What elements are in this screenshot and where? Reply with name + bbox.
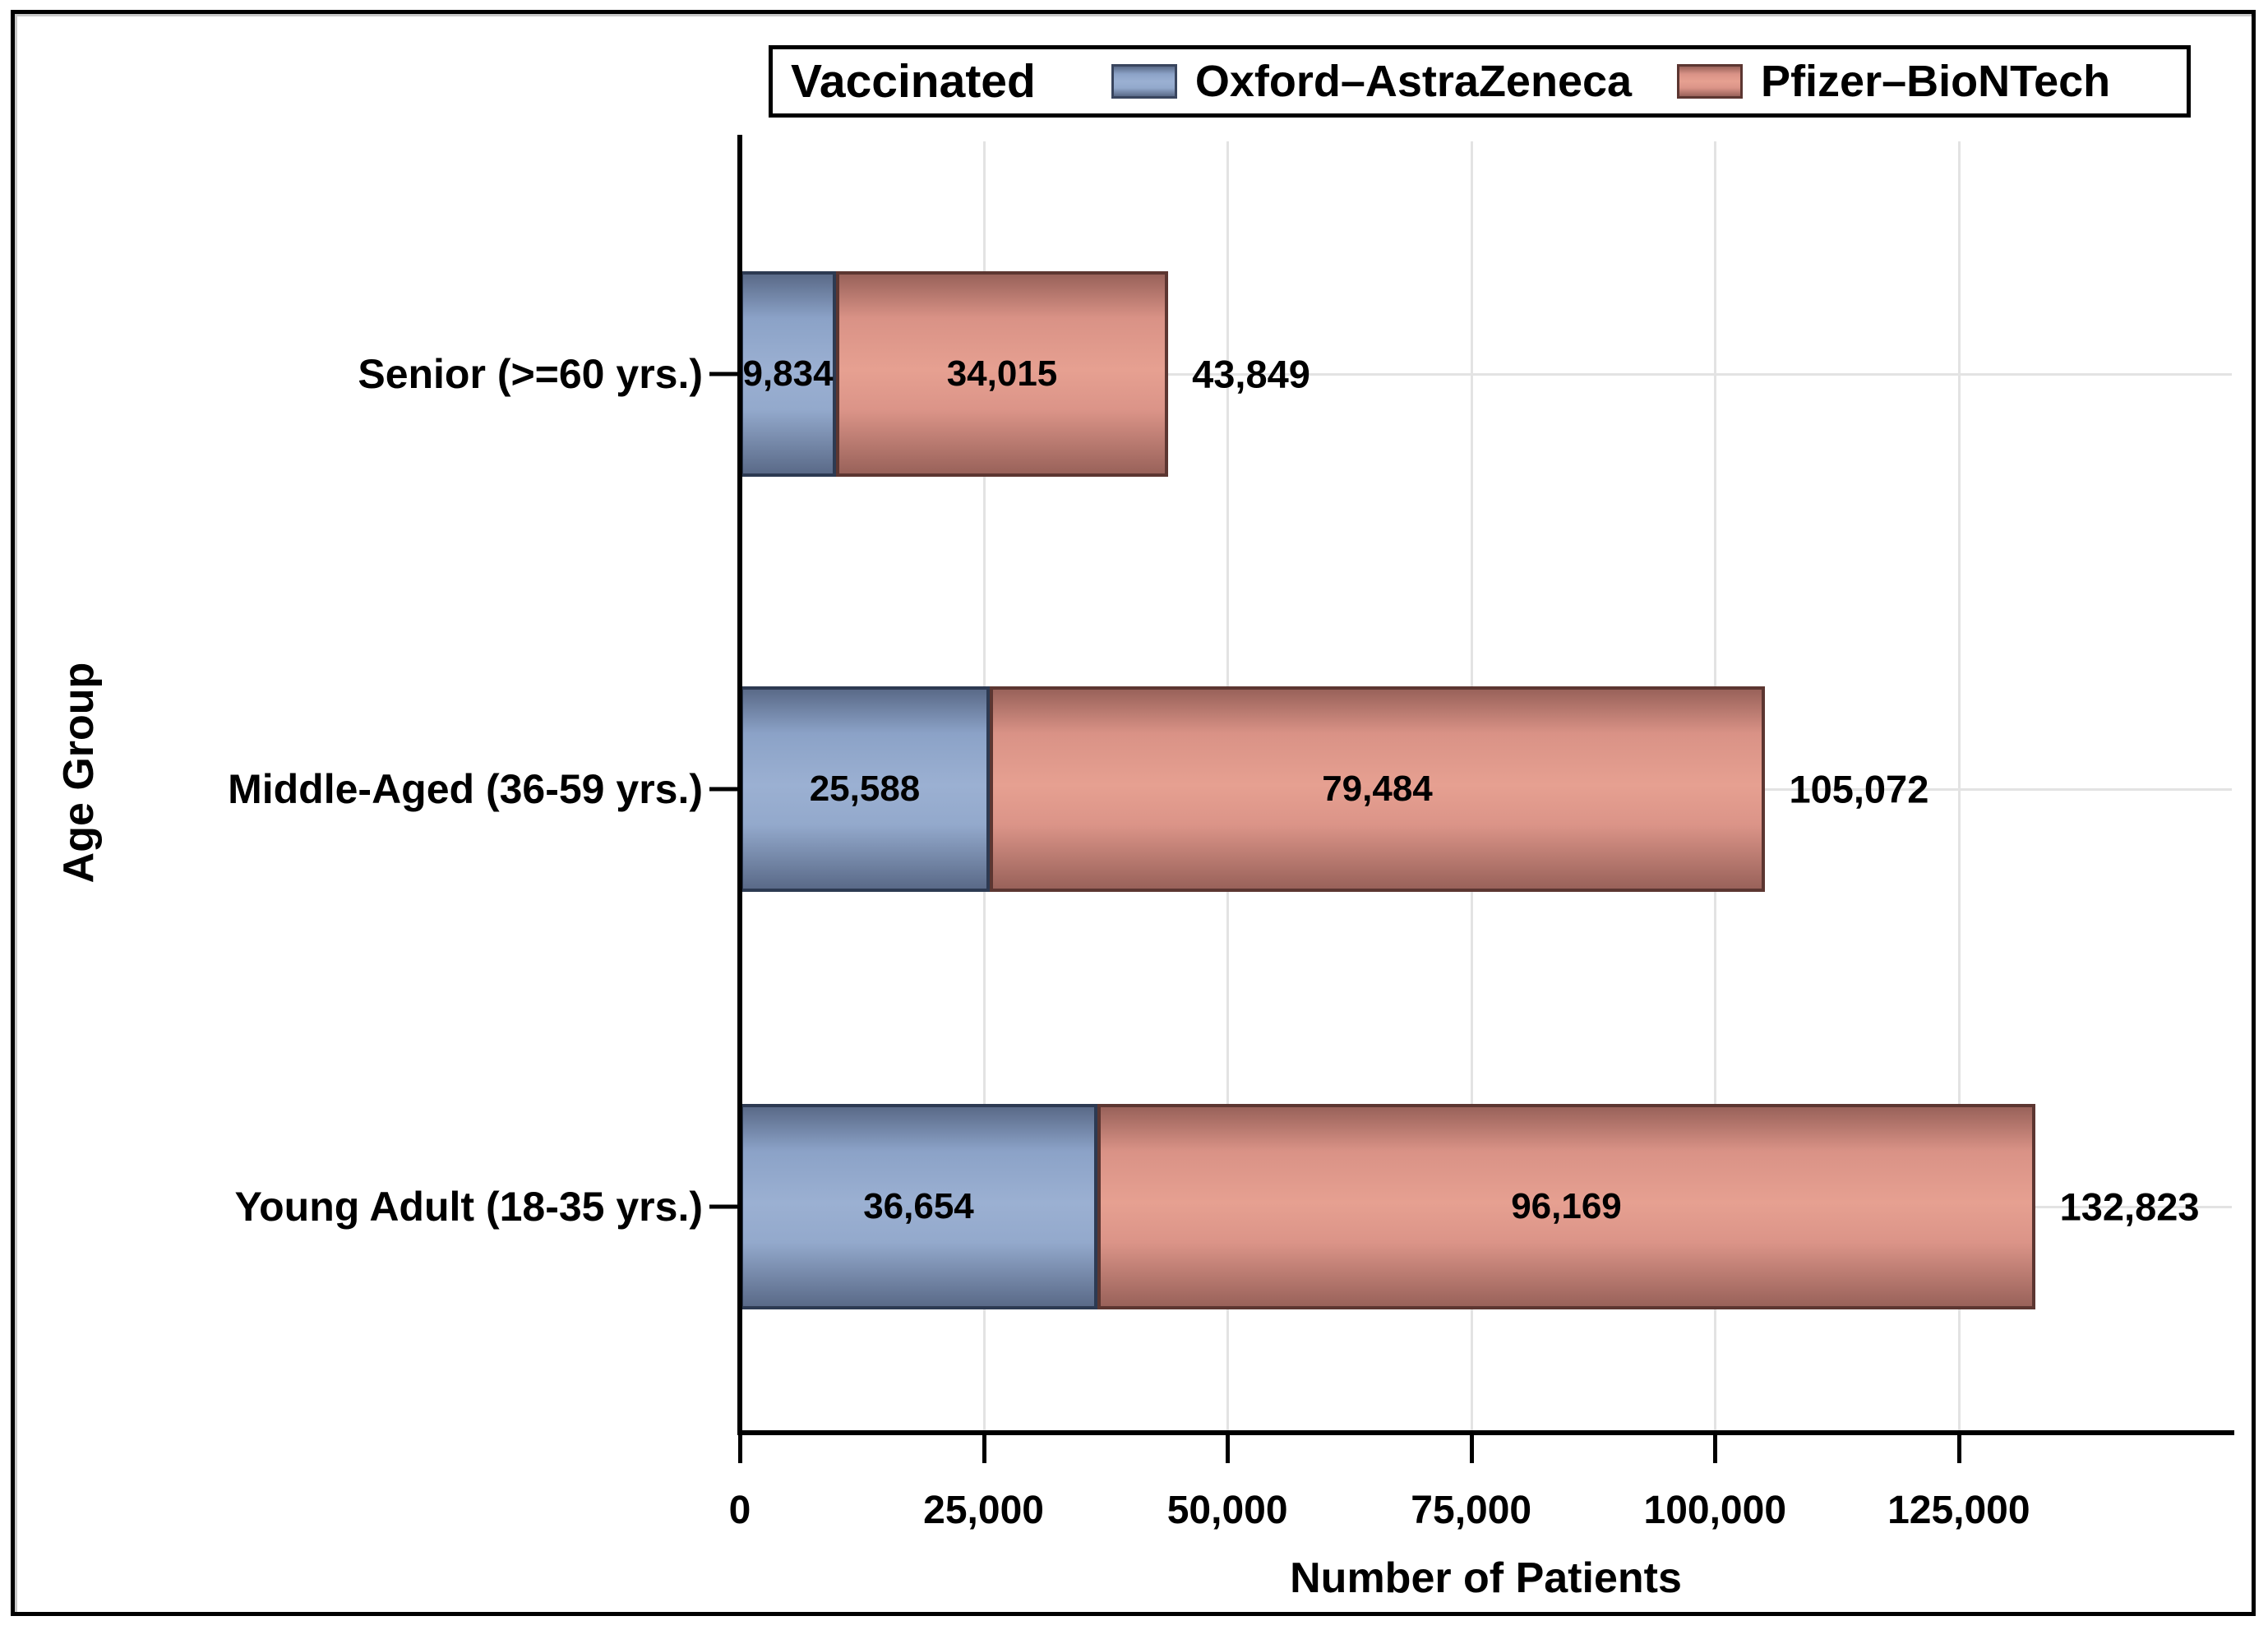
legend-label: Pfizer–BioNTech	[1761, 57, 2111, 106]
vertical-gridline	[1957, 141, 1961, 1430]
bar-segment-pfizer-biontech: 79,484	[990, 686, 1765, 892]
bar-row-middle-aged: Middle-Aged (36-59 yrs.) 25,588 79,484 1…	[0, 686, 2268, 892]
bar-row-senior: Senior (>=60 yrs.) 9,834 34,015 43,849	[0, 271, 2268, 477]
legend: Vaccinated Oxford–AstraZeneca Pfizer–Bio…	[769, 45, 2191, 118]
pfizer-biontech-swatch-icon	[1677, 64, 1744, 99]
category-label: Middle-Aged (36-59 yrs.)	[228, 766, 703, 812]
legend-title: Vaccinated	[791, 55, 1036, 108]
bar-total-label: 132,823	[2059, 1184, 2200, 1229]
segment-value-label: 25,588	[809, 769, 921, 809]
bar-segment-pfizer-biontech: 96,169	[1097, 1104, 2035, 1309]
legend-entry-pfizer-biontech: Pfizer–BioNTech	[1677, 56, 2110, 107]
segment-value-label: 9,834	[742, 353, 834, 394]
segment-value-label: 79,484	[1322, 769, 1433, 809]
bar-total-label: 43,849	[1192, 352, 1310, 396]
category-label: Young Adult (18-35 yrs.)	[234, 1184, 703, 1230]
bar-segment-pfizer-biontech: 34,015	[836, 271, 1168, 477]
segment-value-label: 34,015	[946, 353, 1058, 394]
bar-segment-oxford-astrazeneca: 9,834	[740, 271, 836, 477]
bar-total-label: 105,072	[1789, 767, 1929, 811]
bar-segment-oxford-astrazeneca: 36,654	[740, 1104, 1097, 1309]
y-axis-tick	[709, 787, 737, 792]
segment-value-label: 96,169	[1511, 1186, 1622, 1226]
bar-row-young-adult: Young Adult (18-35 yrs.) 36,654 96,169 1…	[0, 1104, 2268, 1309]
stacked-bar: 25,588 79,484	[740, 686, 1765, 892]
legend-label: Oxford–AstraZeneca	[1194, 57, 1633, 106]
category-label: Senior (>=60 yrs.)	[358, 351, 703, 397]
stacked-bar: 9,834 34,015	[740, 271, 1168, 477]
stacked-bar: 36,654 96,169	[740, 1104, 2035, 1309]
chart-outer-border	[11, 10, 2256, 1616]
horizontal-gridline	[740, 373, 2232, 376]
y-axis-tick	[709, 372, 737, 376]
oxford-astrazeneca-swatch-icon	[1111, 64, 1177, 99]
y-axis-tick	[709, 1204, 737, 1209]
segment-value-label: 36,654	[863, 1186, 974, 1226]
legend-entry-oxford-astrazeneca: Oxford–AstraZeneca	[1111, 56, 1632, 107]
bar-segment-oxford-astrazeneca: 25,588	[740, 686, 990, 892]
